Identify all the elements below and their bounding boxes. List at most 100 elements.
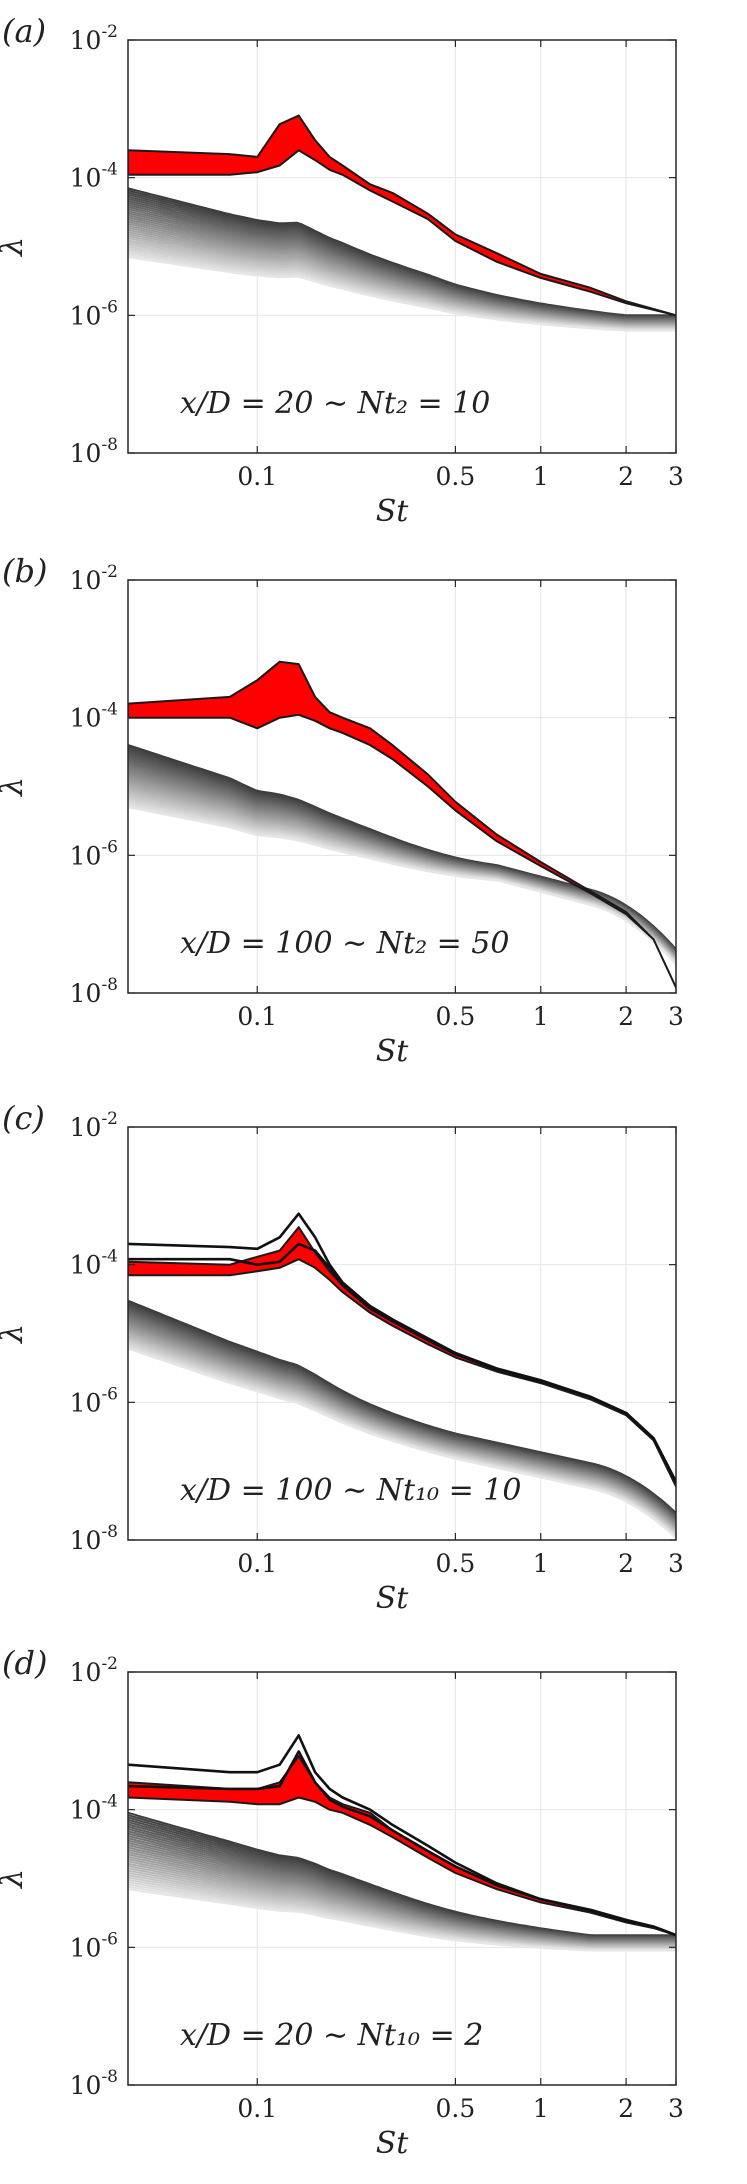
y-tick-base: 10 xyxy=(70,841,102,870)
gray-spectrum-line xyxy=(128,806,676,966)
x-tick-label: 0.1 xyxy=(237,1002,277,1031)
lower-black-line xyxy=(128,1750,676,1937)
y-tick-label: 10-2 xyxy=(70,562,118,595)
x-tick-label: 0.1 xyxy=(237,2094,277,2123)
y-tick-base: 10 xyxy=(70,1658,102,1687)
gray-spectrum-line xyxy=(128,256,676,332)
y-tick-label: 10-8 xyxy=(70,2067,118,2100)
y-tick-base: 10 xyxy=(70,301,102,330)
y-tick-base: 10 xyxy=(70,2071,102,2100)
panel-tag: (b) xyxy=(2,552,47,590)
x-tick-label: 0.1 xyxy=(237,1549,277,1578)
y-tick-label: 10-8 xyxy=(70,1522,118,1555)
y-tick-base: 10 xyxy=(70,566,102,595)
y-tick-label: 10-6 xyxy=(70,1929,118,1962)
y-tick-label: 10-4 xyxy=(70,700,118,733)
y-tick-label: 10-2 xyxy=(70,1654,118,1687)
lower-black-line xyxy=(128,1242,676,1483)
x-tick-label: 3 xyxy=(668,2094,684,2123)
y-tick-label: 10-4 xyxy=(70,1247,118,1280)
annotation: x/D = 100 ∼ Nt₂ = 50 xyxy=(180,926,509,961)
y-tick-base: 10 xyxy=(70,26,102,55)
x-axis-label: St xyxy=(376,2126,410,2161)
x-tick-label: 0.5 xyxy=(436,2094,476,2123)
axes-frame xyxy=(127,1671,677,2086)
x-tick-label: 3 xyxy=(668,462,684,491)
y-tick-label: 10-6 xyxy=(70,1384,118,1417)
y-tick-exponent: -4 xyxy=(101,1792,118,1812)
y-tick-base: 10 xyxy=(70,979,102,1008)
x-tick-label: 1 xyxy=(533,2094,549,2123)
red-band xyxy=(128,114,676,317)
y-tick-label: 10-6 xyxy=(70,837,118,870)
y-axis-label: λ xyxy=(0,777,30,797)
y-axis-label: λ xyxy=(0,1869,30,1889)
red-band xyxy=(128,1226,676,1488)
y-tick-label: 10-2 xyxy=(70,1109,118,1142)
y-tick-base: 10 xyxy=(70,1251,102,1280)
y-tick-exponent: -8 xyxy=(101,975,118,995)
x-axis-label: St xyxy=(376,1581,410,1616)
y-tick-base: 10 xyxy=(70,1388,102,1417)
y-tick-base: 10 xyxy=(70,1113,102,1142)
red-band xyxy=(128,660,676,989)
y-tick-label: 10-2 xyxy=(70,22,118,55)
y-tick-exponent: -6 xyxy=(101,1384,118,1404)
data-layer xyxy=(128,1734,676,1952)
y-tick-exponent: -6 xyxy=(101,1929,118,1949)
x-tick-label: 1 xyxy=(533,462,549,491)
y-tick-base: 10 xyxy=(70,1796,102,1825)
data-layer xyxy=(128,114,676,332)
y-tick-exponent: -6 xyxy=(101,837,118,857)
gray-spectrum-line xyxy=(128,1888,676,1952)
x-tick-label: 2 xyxy=(618,2094,634,2123)
y-tick-exponent: -4 xyxy=(101,1247,118,1267)
x-tick-label: 2 xyxy=(618,1002,634,1031)
x-axis-label: St xyxy=(376,1034,410,1069)
annotation: x/D = 20 ∼ Nt₂ = 10 xyxy=(180,386,490,421)
data-layer xyxy=(128,660,676,989)
y-tick-exponent: -2 xyxy=(101,1109,118,1129)
y-tick-exponent: -8 xyxy=(101,435,118,455)
x-tick-label: 1 xyxy=(533,1549,549,1578)
gray-spectrum-line xyxy=(128,1347,676,1539)
y-tick-exponent: -8 xyxy=(101,2067,118,2087)
y-tick-exponent: -8 xyxy=(101,1522,118,1542)
x-tick-label: 3 xyxy=(668,1549,684,1578)
axes-frame xyxy=(127,1126,677,1541)
panel-tag: (d) xyxy=(2,1644,47,1682)
annotation: x/D = 100 ∼ Nt₁₀ = 10 xyxy=(180,1473,522,1508)
y-tick-base: 10 xyxy=(70,164,102,193)
y-tick-label: 10-6 xyxy=(70,297,118,330)
x-tick-label: 0.5 xyxy=(436,462,476,491)
panel-tag: (c) xyxy=(2,1099,45,1137)
axes-frame xyxy=(127,579,677,994)
x-tick-label: 2 xyxy=(618,462,634,491)
x-tick-label: 2 xyxy=(618,1549,634,1578)
y-tick-exponent: -4 xyxy=(101,700,118,720)
y-tick-exponent: -2 xyxy=(101,1654,118,1674)
x-tick-label: 0.5 xyxy=(436,1002,476,1031)
y-tick-exponent: -6 xyxy=(101,297,118,317)
y-tick-exponent: -2 xyxy=(101,22,118,42)
y-tick-label: 10-4 xyxy=(70,160,118,193)
y-tick-label: 10-8 xyxy=(70,975,118,1008)
y-axis-label: λ xyxy=(0,237,30,257)
x-axis-label: St xyxy=(376,494,410,529)
y-tick-exponent: -2 xyxy=(101,562,118,582)
x-tick-label: 3 xyxy=(668,1002,684,1031)
x-tick-label: 0.5 xyxy=(436,1549,476,1578)
axes-frame xyxy=(127,39,677,454)
y-tick-base: 10 xyxy=(70,704,102,733)
y-tick-base: 10 xyxy=(70,1526,102,1555)
y-tick-exponent: -4 xyxy=(101,160,118,180)
data-layer xyxy=(128,1212,676,1539)
y-tick-base: 10 xyxy=(70,1933,102,1962)
x-tick-label: 0.1 xyxy=(237,462,277,491)
panel-tag: (a) xyxy=(2,12,46,50)
y-tick-base: 10 xyxy=(70,439,102,468)
